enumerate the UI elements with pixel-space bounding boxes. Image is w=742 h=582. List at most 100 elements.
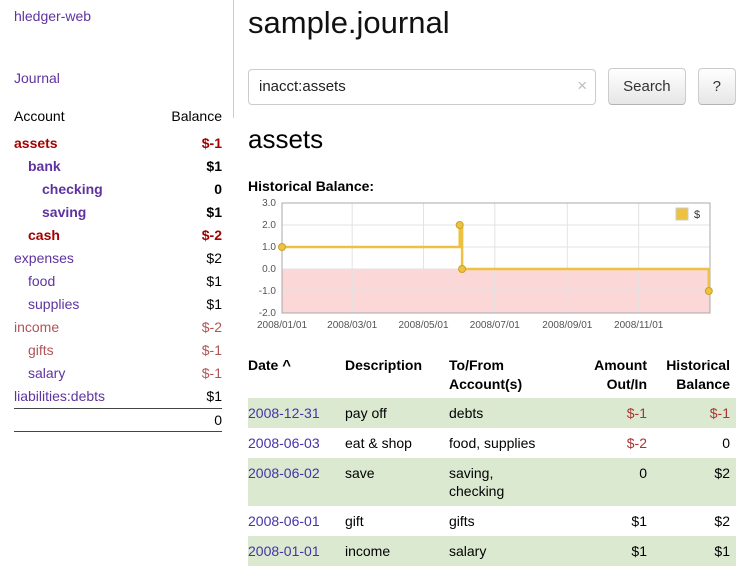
account-name-cell: income: [14, 316, 148, 339]
account-tree-header-row: Account Balance: [14, 104, 222, 132]
svg-text:2008/11/01: 2008/11/01: [614, 320, 664, 331]
transaction-date-cell: 2008-12-31: [248, 398, 345, 428]
account-tree-table: Account Balance assets $-1 bank $1 checking 0…: [14, 104, 222, 432]
account-name-cell: expenses: [14, 247, 148, 270]
search-button[interactable]: Search: [608, 68, 686, 105]
search-input[interactable]: [248, 68, 597, 105]
svg-text:3.0: 3.0: [262, 199, 276, 209]
transaction-amount: $1: [631, 543, 647, 559]
account-balance: $1: [206, 273, 222, 289]
svg-text:2008/05/01: 2008/05/01: [398, 320, 448, 331]
svg-text:0.0: 0.0: [262, 264, 276, 275]
svg-text:2.0: 2.0: [262, 220, 276, 231]
total-balance: 0: [147, 408, 222, 432]
transaction-date-link[interactable]: 2008-06-02: [248, 465, 320, 481]
account-name-cell: gifts: [14, 339, 148, 362]
tofrom-accounts: salary: [449, 543, 487, 559]
svg-text:2008/03/01: 2008/03/01: [327, 320, 377, 331]
register-header-balance: Historical Balance: [666, 357, 730, 392]
transaction-description: eat & shop: [345, 435, 412, 451]
transaction-amount: $1: [631, 513, 647, 529]
account-link[interactable]: liabilities:debts: [14, 388, 106, 404]
historical-balance: $1: [714, 543, 730, 559]
account-balance: $1: [206, 204, 222, 220]
account-balance: $1: [206, 388, 222, 404]
historical-balance: 0: [722, 435, 730, 451]
transaction-date-link[interactable]: 2008-06-01: [248, 513, 320, 529]
account-link[interactable]: salary: [28, 365, 66, 381]
transaction-amount: $-2: [626, 435, 647, 451]
legend-swatch: [675, 207, 689, 221]
transaction-date-link[interactable]: 2008-06-03: [248, 435, 320, 451]
transaction-date-cell: 2008-01-01: [248, 536, 345, 566]
account-link[interactable]: expenses: [14, 250, 74, 266]
transaction-description: save: [345, 465, 375, 481]
register-header-description: Description: [345, 357, 423, 373]
svg-text:2008/09/01: 2008/09/01: [542, 320, 592, 331]
total-spacer: [14, 408, 148, 432]
account-balance: $1: [206, 296, 222, 312]
transaction-description: pay off: [345, 405, 387, 421]
account-link[interactable]: food: [28, 273, 56, 289]
account-link[interactable]: supplies: [28, 296, 80, 312]
register-row: 2008-06-01 gift gifts $1 $2: [248, 506, 736, 536]
tofrom-accounts: debts: [449, 405, 484, 421]
account-row: expenses $2: [14, 247, 222, 270]
register-header-date[interactable]: Date ^: [248, 357, 292, 374]
account-name-cell: cash: [14, 224, 148, 247]
account-link[interactable]: gifts: [28, 342, 54, 358]
app-title-link[interactable]: hledger-web: [14, 8, 92, 24]
account-heading: assets: [248, 124, 324, 154]
account-balance: $-1: [201, 342, 222, 358]
account-balance: $1: [206, 158, 222, 174]
register-row: 2008-06-02 save saving, checking 0 $2: [248, 458, 736, 506]
account-row: checking 0: [14, 178, 222, 201]
account-row: supplies $1: [14, 293, 222, 316]
account-balance: $2: [206, 250, 222, 266]
register-header-amount: Amount Out/In: [594, 357, 647, 392]
account-balance: $-1: [201, 135, 222, 151]
register-header-row: Date ^ Description To/From Account(s) Am…: [248, 352, 736, 398]
tofrom-accounts: food, supplies: [449, 435, 536, 451]
account-column-header: Account: [14, 108, 65, 124]
account-balance: 0: [214, 181, 222, 197]
search-box: ×: [248, 68, 597, 105]
account-name-cell: liabilities:debts: [14, 385, 148, 409]
transaction-date-link[interactable]: 2008-12-31: [248, 405, 320, 421]
account-link[interactable]: saving: [42, 204, 87, 220]
svg-text:1.0: 1.0: [262, 242, 276, 253]
account-balance: $-1: [201, 365, 222, 381]
account-name-cell: supplies: [14, 293, 148, 316]
account-name-cell: saving: [14, 201, 148, 224]
help-button[interactable]: ?: [697, 68, 736, 105]
register-table: Date ^ Description To/From Account(s) Am…: [248, 352, 736, 566]
account-row: salary $-1: [14, 362, 222, 385]
tofrom-accounts: saving, checking: [449, 465, 505, 499]
account-row: liabilities:debts $1: [14, 385, 222, 409]
svg-text:2008/07/01: 2008/07/01: [470, 320, 520, 331]
account-link[interactable]: assets: [14, 135, 58, 151]
register-row: 2008-06-03 eat & shop food, supplies $-2 0: [248, 428, 736, 458]
account-balance: $-2: [201, 319, 222, 335]
transaction-date-link[interactable]: 2008-01-01: [248, 543, 320, 559]
account-row: cash $-2: [14, 224, 222, 247]
account-link[interactable]: bank: [28, 158, 61, 174]
account-name-cell: food: [14, 270, 148, 293]
transaction-date-cell: 2008-06-01: [248, 506, 345, 536]
register-row: 2008-12-31 pay off debts $-1 $-1: [248, 398, 736, 428]
journal-link[interactable]: Journal: [14, 70, 60, 86]
svg-text:2008/01/01: 2008/01/01: [257, 320, 307, 331]
account-link[interactable]: cash: [28, 227, 60, 243]
clear-search-icon[interactable]: ×: [577, 75, 588, 95]
account-link[interactable]: income: [14, 319, 60, 335]
register-row: 2008-01-01 income salary $1 $1: [248, 536, 736, 566]
transaction-date-cell: 2008-06-03: [248, 428, 345, 458]
chart-title: Historical Balance:: [248, 178, 375, 194]
historical-balance-chart: 3.0 2.0 1.0 0.0 -1.0 -2.0 2008/01/01 2008/03/01…: [248, 198, 736, 340]
account-name-cell: salary: [14, 362, 148, 385]
account-name-cell: checking: [14, 178, 148, 201]
account-link[interactable]: checking: [42, 181, 103, 197]
historical-balance: $2: [714, 465, 730, 481]
main-content: sample.journal × Search ? assets Histori…: [248, 0, 736, 566]
